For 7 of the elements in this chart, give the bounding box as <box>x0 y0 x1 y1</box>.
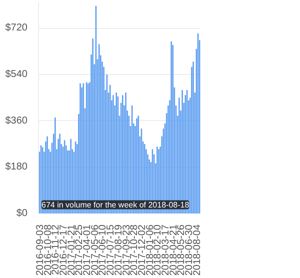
y-tick-label: $540 <box>5 69 28 80</box>
y-tick-label: $720 <box>5 22 28 34</box>
annotation: 674 in volume for the week of 2018-08-18 <box>42 200 190 210</box>
y-tick-label: $180 <box>5 162 28 173</box>
x-tick-label: 2018-08-04 <box>192 224 203 276</box>
y-tick-label: $360 <box>5 115 28 126</box>
y-tick-label: $0 <box>16 208 28 219</box>
